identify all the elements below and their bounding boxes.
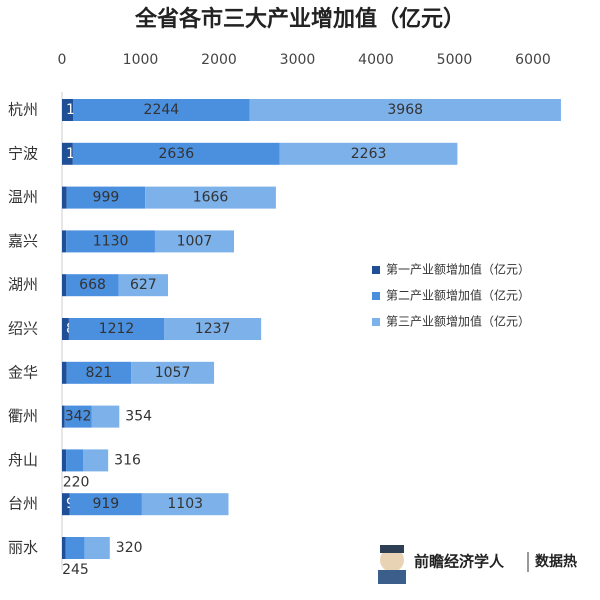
data-label: 1103	[167, 496, 203, 512]
data-label: 627	[130, 277, 157, 293]
legend-label: 第二产业额增加值（亿元）	[386, 288, 530, 303]
bar-segment	[62, 493, 70, 516]
brand-tag: 数据热	[535, 553, 577, 570]
data-label: 1130	[93, 233, 129, 249]
y-tick-label: 宁波	[8, 144, 38, 162]
data-label: 821	[85, 365, 112, 381]
bar-segment	[65, 537, 85, 559]
data-label: 1007	[177, 233, 213, 249]
brand-icon	[378, 545, 406, 584]
y-tick-label: 舟山	[8, 451, 38, 469]
data-label: 220	[63, 474, 90, 490]
x-tick-label: 0	[58, 52, 67, 68]
bar-segment	[62, 449, 67, 472]
bar-segment	[66, 186, 146, 209]
bar-segment	[62, 405, 65, 428]
bar-segment	[131, 361, 215, 384]
bar-segment	[66, 361, 132, 384]
bar-segment	[118, 274, 168, 297]
bar-segment	[62, 274, 67, 297]
data-label: 3968	[387, 102, 423, 118]
bar-segment	[91, 405, 120, 428]
x-tick-label: 6000	[515, 52, 551, 68]
data-label: 342	[65, 409, 92, 425]
bar-segment	[145, 186, 276, 209]
x-tick-label: 5000	[437, 52, 473, 68]
bar-segment	[69, 493, 142, 516]
bar-segment	[62, 318, 69, 340]
bar-segment	[62, 99, 74, 121]
x-tick-label: 4000	[358, 52, 394, 68]
y-tick-label: 温州	[8, 188, 38, 206]
bar-segment	[62, 361, 67, 384]
x-tick-label: 2000	[201, 52, 237, 68]
data-label: 2244	[144, 102, 180, 118]
bar-segment	[64, 405, 92, 428]
legend-swatch	[372, 318, 380, 326]
data-label: 245	[62, 562, 89, 578]
bar-segment	[249, 99, 561, 121]
data-label: 2263	[351, 146, 387, 162]
data-label: 316	[114, 452, 141, 468]
data-label: 919	[92, 496, 119, 512]
data-label: 1666	[193, 190, 229, 206]
bar-segment	[73, 99, 250, 121]
data-label: 1057	[155, 365, 191, 381]
legend-swatch	[372, 292, 380, 300]
bar-segment	[66, 230, 155, 253]
legend-label: 第一产业额增加值（亿元）	[386, 262, 530, 277]
y-tick-label: 湖州	[8, 276, 38, 294]
data-label: 320	[116, 540, 143, 556]
bar-segment	[72, 142, 280, 165]
y-tick-label: 台州	[8, 495, 38, 513]
bar-segment	[62, 186, 67, 209]
bar-segment	[62, 537, 66, 559]
legend-swatch	[372, 266, 380, 274]
data-label: 354	[125, 409, 152, 425]
y-tick-label: 衢州	[8, 407, 38, 425]
legend-label: 第三产业额增加值（亿元）	[386, 314, 530, 329]
bar-segment	[141, 493, 229, 516]
y-tick-label: 丽水	[8, 539, 38, 557]
chart-title: 全省各市三大产业增加值（亿元）	[134, 6, 465, 32]
data-label: 1237	[195, 321, 231, 337]
data-label: 999	[93, 190, 120, 206]
y-tick-label: 绍兴	[8, 320, 38, 338]
bar-segment	[84, 537, 110, 559]
data-label: 668	[79, 277, 106, 293]
bar-segment	[164, 318, 262, 340]
x-tick-label: 1000	[123, 52, 159, 68]
bar-segment	[62, 230, 67, 253]
bar-segment	[66, 449, 84, 472]
data-label: 2636	[158, 146, 194, 162]
bar-segment	[279, 142, 458, 165]
brand: 前瞻经济学人	[414, 553, 505, 571]
bar-segment	[68, 318, 165, 340]
data-label: 1212	[99, 321, 135, 337]
bar-segment	[154, 230, 234, 253]
x-tick-label: 3000	[280, 52, 316, 68]
bar-segment	[66, 274, 119, 297]
y-tick-label: 金华	[8, 363, 38, 381]
y-tick-label: 杭州	[8, 101, 38, 119]
bar-segment	[62, 142, 73, 165]
y-tick-label: 嘉兴	[8, 232, 38, 250]
bar-segment	[83, 449, 109, 472]
